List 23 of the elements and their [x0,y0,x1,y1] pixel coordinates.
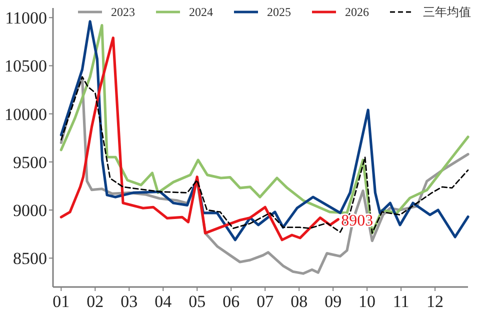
x-tick-label: 08 [290,292,308,311]
y-tick-label: 9000 [13,201,47,220]
x-tick-label: 11 [392,292,410,311]
y-tick-label: 8500 [13,249,47,268]
legend-label: 2025 [267,5,291,19]
y-tick-label: 9500 [13,152,47,172]
x-tick-label: 04 [154,292,172,311]
legend-label: 2026 [345,5,369,19]
y-tick-label: 11000 [5,8,47,28]
x-tick-label: 09 [324,292,342,311]
x-tick-label: 12 [426,292,444,311]
x-tick-label: 06 [222,292,240,311]
x-tick-label: 07 [256,292,274,311]
x-tick-label: 01 [52,292,70,311]
legend-label: 2024 [189,5,213,19]
x-tick-label: 03 [120,292,138,311]
x-tick-label: 02 [86,292,104,311]
y-tick-label: 10000 [4,104,47,124]
x-tick-label: 05 [188,292,206,311]
legend-label: 三年均值 [423,5,471,19]
x-tick-label: 10 [358,292,376,311]
legend-label: 2023 [111,5,135,19]
y-tick-label: 10500 [4,56,47,76]
